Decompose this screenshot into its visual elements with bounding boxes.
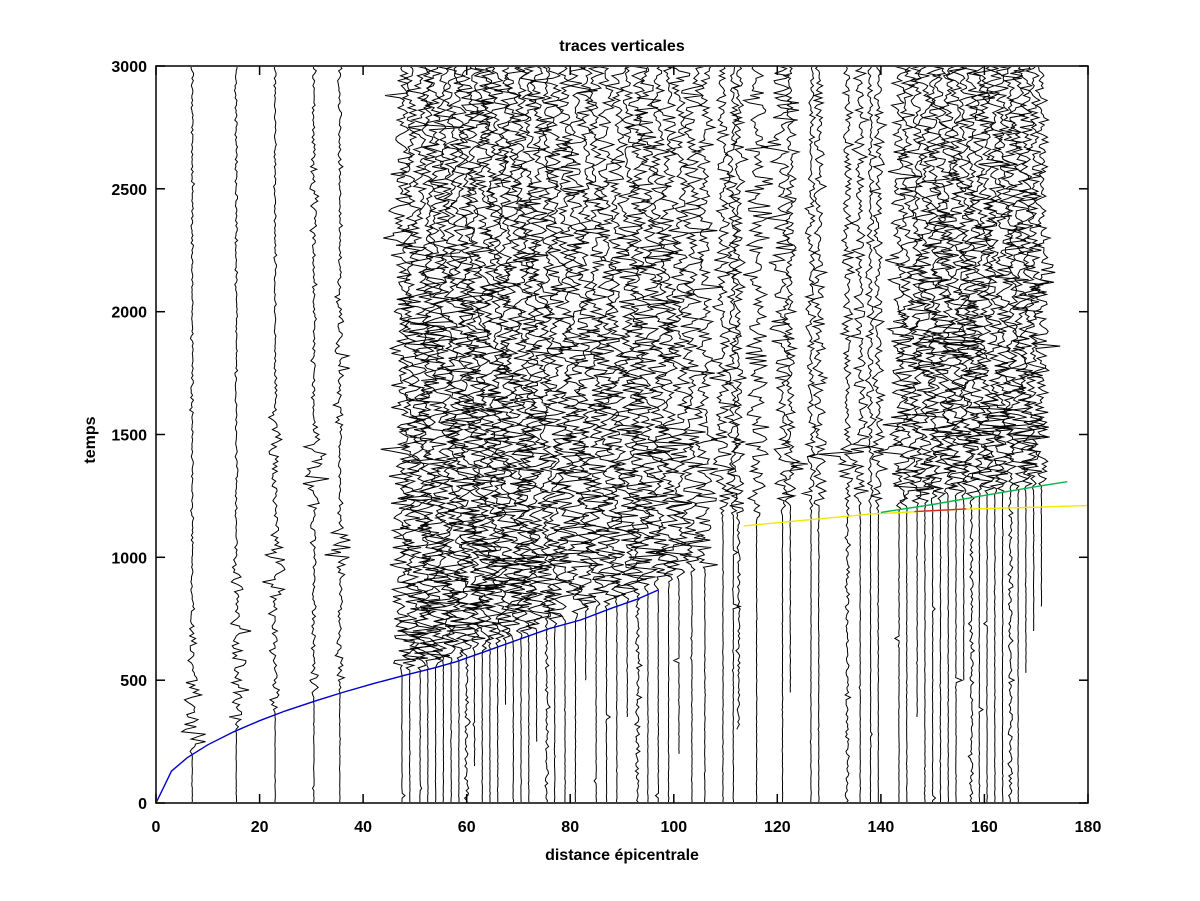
seismic-trace: [800, 67, 817, 802]
seismic-trace: [782, 67, 801, 693]
seismic-trace: [938, 67, 988, 802]
seismic-trace: [741, 67, 774, 802]
seismic-trace: [302, 67, 330, 802]
seismic-trace: [539, 67, 604, 802]
seismic-trace: [435, 67, 480, 802]
seismic-trace: [904, 67, 937, 717]
seismic-trace: [570, 67, 605, 681]
seismic-trace: [262, 67, 287, 802]
seismic-trace: [1029, 67, 1061, 607]
y-tick-label: 0: [138, 796, 147, 813]
x-tick-label: 60: [458, 819, 476, 836]
x-axis-label: distance épicentrale: [545, 847, 699, 864]
seismic-trace: [868, 67, 889, 802]
chart-title: traces verticales: [559, 38, 685, 55]
x-tick-label: 140: [868, 819, 895, 836]
seismic-trace: [678, 67, 718, 802]
y-tick-label: 1000: [111, 550, 147, 567]
x-tick-label: 40: [354, 819, 372, 836]
seismic-trace: [530, 67, 577, 802]
seismic-trace: [603, 67, 641, 802]
curve-phase-red: [914, 508, 967, 513]
seismic-trace: [592, 67, 626, 802]
travel-time-curves: [157, 481, 1087, 802]
seismic-trace: [409, 67, 469, 802]
seismic-trace: [878, 67, 922, 802]
seismic-trace: [380, 67, 429, 802]
seismic-trace: [229, 67, 252, 802]
seismic-trace: [913, 67, 945, 802]
y-tick-label: 2000: [111, 305, 147, 322]
curve-phase-yellow: [743, 504, 1087, 527]
seismic-trace: [180, 67, 206, 802]
seismic-trace: [622, 67, 655, 802]
seismic-trace: [324, 67, 351, 802]
seismic-trace: [892, 67, 930, 802]
seismic-trace: [406, 67, 464, 802]
seismic-trace: [465, 67, 520, 802]
seismic-trace: [466, 67, 496, 802]
seismic-trace: [471, 67, 522, 705]
seismic-trace: [504, 67, 546, 802]
seismic-trace: [921, 67, 965, 802]
seismic-trace: [948, 67, 978, 681]
seismic-trace: [576, 67, 614, 802]
seismic-trace: [818, 67, 858, 802]
seismic-trace: [1000, 67, 1041, 802]
axes: 0 20 40 60 80 100 120 140 160 180 0 500 1000 1500 2000…: [111, 59, 1101, 836]
seismic-trace: [410, 67, 451, 802]
seismic-trace: [681, 67, 724, 802]
seismic-trace: [1012, 67, 1050, 632]
seismic-trace: [843, 67, 872, 802]
x-tick-label: 0: [152, 819, 161, 836]
seismic-trace: [395, 67, 445, 802]
seismic-trace: [659, 67, 693, 754]
seismic-trace: [611, 67, 656, 718]
seismic-trace: [975, 67, 1016, 802]
seismic-trace: [641, 67, 675, 802]
seismic-trace: [437, 67, 470, 802]
seismic-trace: [934, 67, 980, 802]
x-tick-label: 100: [660, 819, 687, 836]
x-tick-label: 160: [971, 819, 998, 836]
x-tick-label: 180: [1075, 819, 1102, 836]
seismic-trace: [911, 67, 972, 802]
seismic-trace: [899, 67, 949, 802]
y-axis-label: temps: [82, 416, 99, 463]
seismic-trace: [398, 67, 423, 802]
seismic-traces: [180, 67, 1061, 802]
seismic-trace: [726, 67, 750, 730]
curve-phase-green: [880, 481, 1068, 514]
seismic-trace: [808, 67, 829, 802]
seismic-trace: [463, 67, 499, 767]
seismic-trace: [760, 67, 808, 802]
y-tick-label: 3000: [111, 59, 147, 76]
x-tick-label: 20: [251, 819, 269, 836]
y-tick-label: 500: [120, 673, 147, 690]
y-tick-label: 1500: [111, 428, 147, 445]
seismic-trace: [506, 67, 549, 802]
seismic-trace: [446, 67, 496, 802]
seismic-trace: [708, 67, 737, 802]
curve-p-arrival-blue: [157, 589, 659, 802]
seismic-trace: [627, 67, 680, 802]
seismic-trace: [864, 67, 878, 802]
x-tick-label: 80: [561, 819, 579, 836]
seismic-trace: [1009, 67, 1050, 673]
seismic-trace: [652, 67, 695, 802]
y-tick-label: 2500: [111, 182, 147, 199]
seismic-trace: [721, 67, 743, 802]
seismic-trace: [534, 67, 559, 802]
seismic-trace: [966, 67, 1029, 802]
x-tick-label: 120: [764, 819, 791, 836]
seismic-trace: [513, 67, 552, 742]
